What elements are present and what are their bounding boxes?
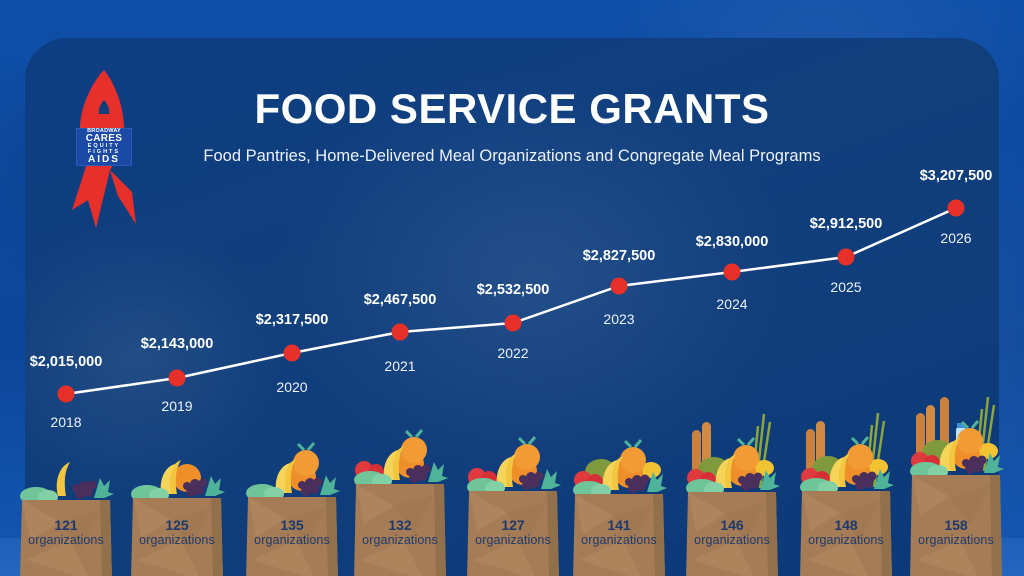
amount-label: $2,827,500	[582, 248, 656, 264]
grocery-bag-2021: 132 organizations	[354, 429, 448, 576]
grocery-bag-2024: 146 organizations	[686, 413, 780, 576]
grocery-bag-icon	[910, 396, 1004, 576]
year-label: 2022	[497, 345, 529, 361]
amount-label: $2,830,000	[695, 234, 769, 250]
org-unit-label: organizations	[694, 533, 770, 547]
data-point-marker	[723, 263, 741, 281]
org-count: 135	[280, 517, 304, 533]
data-point-marker	[283, 344, 301, 362]
org-count: 146	[720, 517, 744, 533]
org-count: 127	[501, 517, 525, 533]
org-unit-label: organizations	[139, 533, 215, 547]
amount-label: $2,912,500	[809, 216, 883, 232]
grocery-bag-icon	[354, 429, 448, 576]
trend-line	[65, 206, 957, 396]
grocery-bag-2022: 127 organizations	[467, 436, 561, 576]
grocery-bag-icon	[800, 412, 894, 576]
grocery-bag-2025: 148 organizations	[800, 412, 894, 576]
grocery-bag-2018: 121 organizations	[20, 462, 114, 576]
org-unit-label: organizations	[808, 533, 884, 547]
data-point-marker	[57, 385, 75, 403]
year-label: 2025	[830, 279, 862, 295]
amount-label: $3,207,500	[919, 168, 993, 184]
year-label: 2019	[161, 398, 193, 414]
org-count: 121	[54, 517, 78, 533]
data-point-marker	[947, 199, 965, 217]
grocery-bag-icon	[686, 413, 780, 576]
org-unit-label: organizations	[362, 533, 438, 547]
org-unit-label: organizations	[918, 533, 994, 547]
org-count: 132	[388, 517, 412, 533]
amount-label: $2,317,500	[255, 312, 329, 328]
year-label: 2023	[603, 311, 635, 327]
grocery-bag-2023: 141 organizations	[573, 439, 667, 576]
org-unit-label: organizations	[254, 533, 330, 547]
year-label: 2018	[50, 414, 82, 430]
grocery-bag-2020: 135 organizations	[246, 442, 340, 576]
logo-wordmark: BROADWAY CARES EQUITY FIGHTS AIDS	[76, 128, 132, 166]
org-unit-label: organizations	[28, 533, 104, 547]
amount-label: $2,015,000	[29, 354, 103, 370]
data-point-marker	[504, 314, 522, 332]
grocery-bag-icon	[246, 442, 340, 576]
data-point-marker	[610, 277, 628, 295]
org-unit-label: organizations	[475, 533, 551, 547]
org-unit-label: organizations	[581, 533, 657, 547]
year-label: 2026	[940, 230, 972, 246]
grocery-bag-icon	[131, 460, 225, 576]
org-count: 158	[944, 517, 968, 533]
org-count: 125	[165, 517, 189, 533]
amount-label: $2,532,500	[476, 282, 550, 298]
data-point-marker	[391, 323, 409, 341]
grocery-bag-icon	[467, 436, 561, 576]
year-label: 2024	[716, 296, 748, 312]
amount-label: $2,467,500	[363, 292, 437, 308]
year-label: 2020	[276, 379, 308, 395]
year-label: 2021	[384, 358, 416, 374]
amount-label: $2,143,000	[140, 336, 214, 352]
data-point-marker	[837, 248, 855, 266]
org-count: 141	[607, 517, 631, 533]
chart-subtitle: Food Pantries, Home-Delivered Meal Organ…	[203, 147, 821, 165]
grocery-bag-2026: 158 organizations	[910, 396, 1004, 576]
data-point-marker	[168, 369, 186, 387]
grocery-bag-icon	[573, 439, 667, 576]
grocery-bag-icon	[20, 462, 114, 576]
chart-title: FOOD SERVICE GRANTS	[254, 85, 770, 132]
org-count: 148	[834, 517, 858, 533]
grocery-bag-2019: 125 organizations	[131, 460, 225, 576]
